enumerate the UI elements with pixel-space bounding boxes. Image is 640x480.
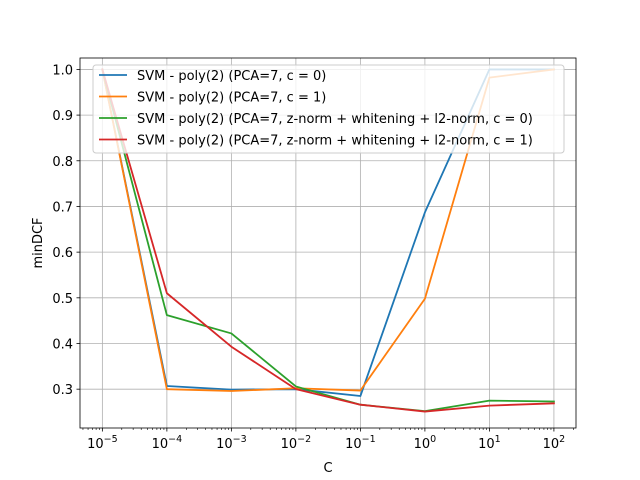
x-tick-label: 101 — [478, 434, 501, 452]
y-tick-label: 0.9 — [52, 109, 73, 124]
series-line — [101, 68, 555, 413]
series-line — [101, 68, 555, 413]
y-tick-label: 0.7 — [52, 200, 73, 215]
y-axis-label: minDCF — [31, 217, 46, 268]
x-tick-label: 100 — [414, 434, 437, 452]
ticks: 10−5 10−4 10−3 10−2 10−1 100 101 102 0.3 0.4 0.5 0.… — [52, 63, 574, 452]
y-tick-label: 0.5 — [52, 292, 73, 307]
legend: SVM - poly(2) (PCA=7, c = 0) SVM - poly(2… — [92, 64, 565, 154]
legend-label: SVM - poly(2) (PCA=7, c = 0) — [137, 69, 326, 84]
legend-label: SVM - poly(2) (PCA=7, z-norm + whitening… — [137, 112, 533, 127]
legend-label: SVM - poly(2) (PCA=7, z-norm + whitening… — [137, 134, 533, 149]
y-tick-label: 0.4 — [52, 337, 73, 352]
legend-label: SVM - poly(2) (PCA=7, c = 1) — [137, 91, 326, 106]
x-tick-label: 102 — [543, 434, 566, 452]
legend-box — [92, 64, 565, 154]
y-tick-label: 0.3 — [52, 383, 73, 398]
x-tick-label: 10−5 — [87, 434, 118, 452]
x-axis-label: C — [323, 461, 332, 476]
plot-frame — [79, 57, 577, 429]
x-tick-label: 10−4 — [152, 434, 183, 452]
y-tick-label: 1.0 — [52, 63, 73, 78]
y-tick-label: 0.8 — [52, 155, 73, 170]
y-tick-label: 0.6 — [52, 246, 73, 261]
x-tick-label: 10−2 — [281, 434, 312, 452]
x-tick-label: 10−3 — [216, 434, 247, 452]
x-tick-label: 10−1 — [345, 434, 376, 452]
